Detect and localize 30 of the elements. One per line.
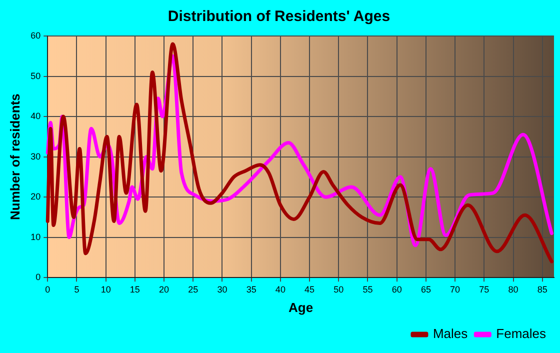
- legend-label: Males: [432, 326, 468, 342]
- legend-label: Females: [496, 326, 546, 342]
- y-tick-label: 10: [30, 232, 41, 242]
- y-tick-label: 60: [30, 30, 41, 40]
- x-tick-label: 0: [45, 284, 50, 294]
- x-tick-label: 40: [275, 284, 286, 294]
- x-tick-label: 30: [217, 284, 228, 294]
- x-tick-label: 45: [304, 284, 315, 294]
- y-tick-label: 40: [30, 111, 41, 122]
- y-tick-label: 0: [36, 272, 41, 282]
- x-tick-label: 15: [130, 284, 140, 294]
- x-axis-title: Age: [288, 300, 314, 315]
- y-tick-label: 30: [30, 151, 41, 162]
- x-tick-label: 75: [479, 284, 490, 294]
- y-axis-title: Number of residents: [7, 94, 22, 220]
- x-tick-label: 85: [537, 284, 548, 294]
- y-tick-label: 20: [30, 192, 41, 202]
- x-tick-label: 70: [450, 284, 460, 294]
- x-tick-label: 5: [74, 284, 80, 294]
- x-tick-label: 65: [420, 284, 431, 294]
- x-tick-label: 10: [100, 284, 111, 294]
- x-tick-label: 25: [188, 284, 198, 294]
- x-tick-label: 60: [392, 284, 402, 294]
- x-tick-label: 50: [334, 284, 344, 294]
- x-tick-label: 20: [159, 284, 170, 294]
- x-tick-label: 35: [246, 284, 256, 294]
- y-tick-label: 50: [30, 70, 41, 81]
- x-tick-label: 80: [508, 284, 518, 294]
- chart-title: Distribution of Residents' Ages: [168, 8, 390, 26]
- x-tick-label: 55: [362, 284, 373, 294]
